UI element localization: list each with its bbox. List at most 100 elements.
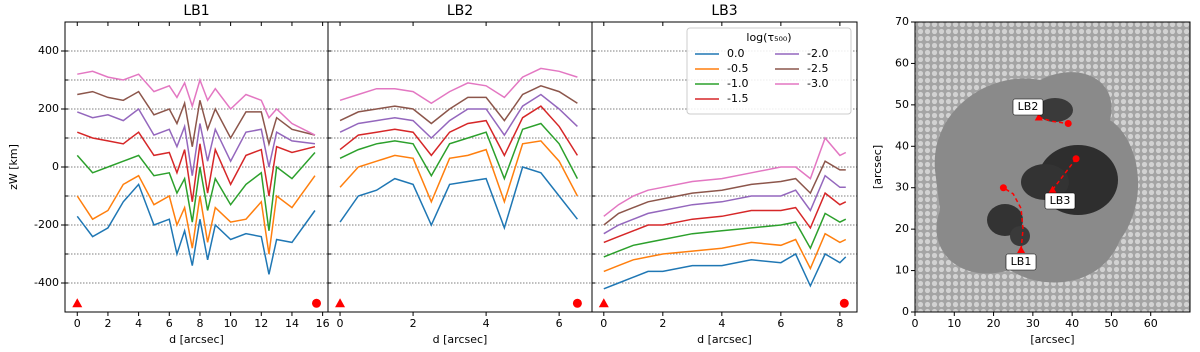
legend-label: -2.5 <box>807 62 828 75</box>
x-tick-label: 6 <box>556 317 563 330</box>
data-line <box>76 152 316 231</box>
data-line <box>603 136 847 217</box>
legend-label: -2.0 <box>807 47 828 60</box>
x-tick-label: 2 <box>659 317 666 330</box>
x-tick-label: 0 <box>912 317 919 330</box>
y-tick-label: -200 <box>34 218 59 231</box>
x-tick-label: 20 <box>987 317 1001 330</box>
x-tick-label: 2 <box>104 317 111 330</box>
legend-label: -3.0 <box>807 77 828 90</box>
x-tick-label: 6 <box>777 317 784 330</box>
x-tick-label: 0 <box>600 317 607 330</box>
lb-start <box>1017 245 1026 254</box>
x-tick-label: 12 <box>254 317 268 330</box>
x-axis-label: [arcsec] <box>1030 333 1074 346</box>
x-tick-label: 30 <box>1026 317 1040 330</box>
y-tick-label: 30 <box>895 181 909 194</box>
lb-label: LB3 <box>1050 194 1071 207</box>
panel-title: LB1 <box>183 3 209 19</box>
x-tick-label: 8 <box>836 317 843 330</box>
x-axis-label: d [arcsec] <box>433 333 488 346</box>
sunspot-image <box>915 22 1190 312</box>
lb-label-box <box>1044 192 1076 210</box>
x-tick-label: 6 <box>166 317 173 330</box>
data-line <box>339 122 579 181</box>
y-tick-label: 20 <box>895 222 909 235</box>
lb-path <box>1038 116 1069 125</box>
start-marker <box>335 298 346 308</box>
legend-label: -1.5 <box>727 92 748 105</box>
x-axis-label: d [arcsec] <box>697 333 752 346</box>
legend-title: log(τ₅₀₀) <box>746 31 791 44</box>
end-marker <box>572 298 582 308</box>
end-marker <box>839 298 849 308</box>
data-line <box>77 70 316 136</box>
legend-box <box>686 27 852 115</box>
plot-frame <box>591 21 858 313</box>
lb-end <box>1072 155 1080 163</box>
data-line <box>603 232 847 273</box>
lb-label-box <box>1012 98 1044 116</box>
data-line <box>77 90 316 147</box>
lb-end <box>999 184 1007 192</box>
y-tick-label: 40 <box>895 139 909 152</box>
lb-label: LB1 <box>1011 255 1032 268</box>
data-line <box>77 107 316 176</box>
x-tick-label: 16 <box>316 317 330 330</box>
y-tick-label: 0 <box>52 160 59 173</box>
lb-start <box>1034 113 1043 121</box>
y-axis-label: [arcsec] <box>871 145 884 189</box>
y-axis-label: zW [km] <box>7 144 20 190</box>
start-marker <box>72 298 83 308</box>
data-line <box>339 140 579 205</box>
data-line <box>339 166 578 231</box>
y-tick-label: 60 <box>895 56 909 69</box>
y-tick-label: 200 <box>38 102 59 115</box>
lb-end <box>1064 120 1072 127</box>
y-tick-label: 50 <box>895 98 909 111</box>
data-line <box>603 160 846 226</box>
image-frame <box>914 21 1191 313</box>
x-tick-label: 50 <box>1104 317 1118 330</box>
lb-label-box <box>1005 253 1037 271</box>
x-axis-label: d [arcsec] <box>169 333 224 346</box>
legend-label: -1.0 <box>727 77 748 90</box>
data-line <box>76 182 316 275</box>
data-line <box>603 212 847 258</box>
data-line <box>339 84 578 125</box>
x-tick-label: 4 <box>718 317 725 330</box>
x-tick-label: 10 <box>224 317 238 330</box>
legend-label: 0.0 <box>727 47 745 60</box>
x-tick-label: 0 <box>337 317 344 330</box>
end-marker <box>311 298 321 308</box>
x-tick-label: 14 <box>285 317 299 330</box>
panel-title: LB2 <box>447 3 473 19</box>
x-tick-label: 10 <box>947 317 961 330</box>
panel-title: LB3 <box>711 3 737 19</box>
data-line <box>77 131 316 202</box>
data-line <box>603 191 847 244</box>
data-line <box>339 93 578 140</box>
x-tick-label: 4 <box>483 317 490 330</box>
x-tick-label: 60 <box>1144 317 1158 330</box>
x-tick-label: 4 <box>135 317 142 330</box>
y-tick-label: 0 <box>902 305 909 318</box>
y-tick-label: 70 <box>895 15 909 28</box>
data-line <box>603 252 847 290</box>
x-tick-label: 40 <box>1065 317 1079 330</box>
lb-start <box>1048 185 1057 193</box>
data-line <box>339 67 578 105</box>
x-tick-label: 0 <box>74 317 81 330</box>
x-tick-label: 2 <box>410 317 417 330</box>
x-tick-label: 8 <box>196 317 203 330</box>
data-line <box>76 174 316 255</box>
lb-label: LB2 <box>1018 100 1039 113</box>
y-tick-label: -400 <box>34 276 59 289</box>
start-marker <box>598 298 609 308</box>
legend-label: -0.5 <box>727 62 748 75</box>
y-tick-label: 10 <box>895 264 909 277</box>
data-line <box>603 174 846 235</box>
data-line <box>339 105 579 158</box>
y-tick-label: 400 <box>38 44 59 57</box>
